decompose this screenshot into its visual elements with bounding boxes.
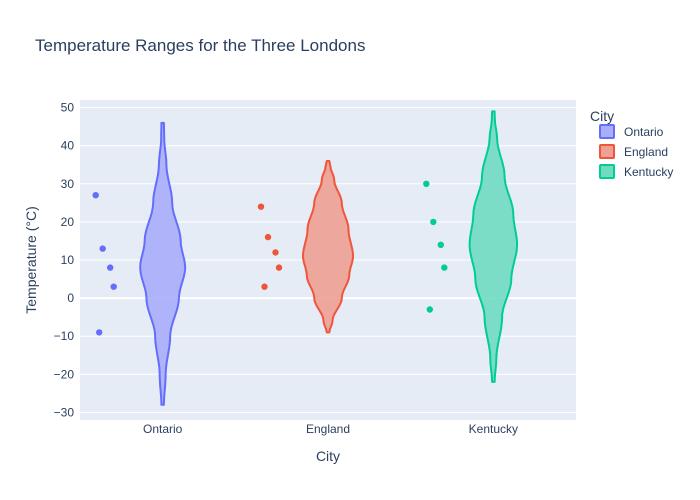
data-point-kentucky xyxy=(430,218,437,226)
y-tick-label: −20 xyxy=(54,367,75,381)
x-tick-label: Kentucky xyxy=(469,422,518,436)
chart-title: Temperature Ranges for the Three Londons xyxy=(35,36,365,55)
y-tick-labels: −30 −20 −10 0 10 20 30 40 50 xyxy=(54,101,75,420)
data-point-england xyxy=(264,233,272,241)
data-point-ontario xyxy=(96,329,103,336)
data-point-ontario xyxy=(110,283,117,290)
violin-ontario xyxy=(139,121,187,406)
x-axis-title: City xyxy=(316,448,340,464)
data-point-ontario xyxy=(92,192,99,199)
legend-swatch-england xyxy=(599,144,615,159)
legend: City Ontario England Kentucky xyxy=(590,108,673,179)
data-point-kentucky xyxy=(437,241,444,248)
violins xyxy=(92,110,518,406)
y-tick-label: 50 xyxy=(61,101,75,115)
y-tick-label: −10 xyxy=(54,329,75,343)
data-point-kentucky xyxy=(423,180,430,187)
legend-swatch-kentucky xyxy=(599,164,615,179)
legend-label-ontario: Ontario xyxy=(624,125,664,139)
data-point-england xyxy=(257,203,265,210)
data-point-kentucky xyxy=(441,264,448,271)
y-tick-label: 40 xyxy=(61,139,75,153)
data-point-ontario xyxy=(99,245,106,252)
data-point-england xyxy=(272,249,279,256)
data-point-ontario xyxy=(107,264,114,271)
data-point-kentucky xyxy=(426,306,433,313)
violin-kentucky xyxy=(468,110,518,383)
x-tick-labels: Ontario England Kentucky xyxy=(143,422,518,436)
violin-england xyxy=(302,160,354,334)
data-point-england xyxy=(275,264,283,271)
x-tick-label: Ontario xyxy=(143,422,183,436)
y-tick-label: −30 xyxy=(54,405,75,419)
legend-label-kentucky: Kentucky xyxy=(624,165,673,179)
y-tick-label: 10 xyxy=(61,253,75,267)
legend-swatch-ontario xyxy=(599,124,615,139)
data-point-england xyxy=(261,283,268,290)
x-tick-label: England xyxy=(306,422,350,436)
y-tick-label: 0 xyxy=(67,291,74,305)
y-tick-label: 20 xyxy=(61,215,75,229)
y-tick-label: 30 xyxy=(61,177,75,191)
legend-label-england: England xyxy=(624,145,668,159)
legend-title: City xyxy=(590,108,614,124)
y-axis-title: Temperature (°C) xyxy=(23,206,39,314)
